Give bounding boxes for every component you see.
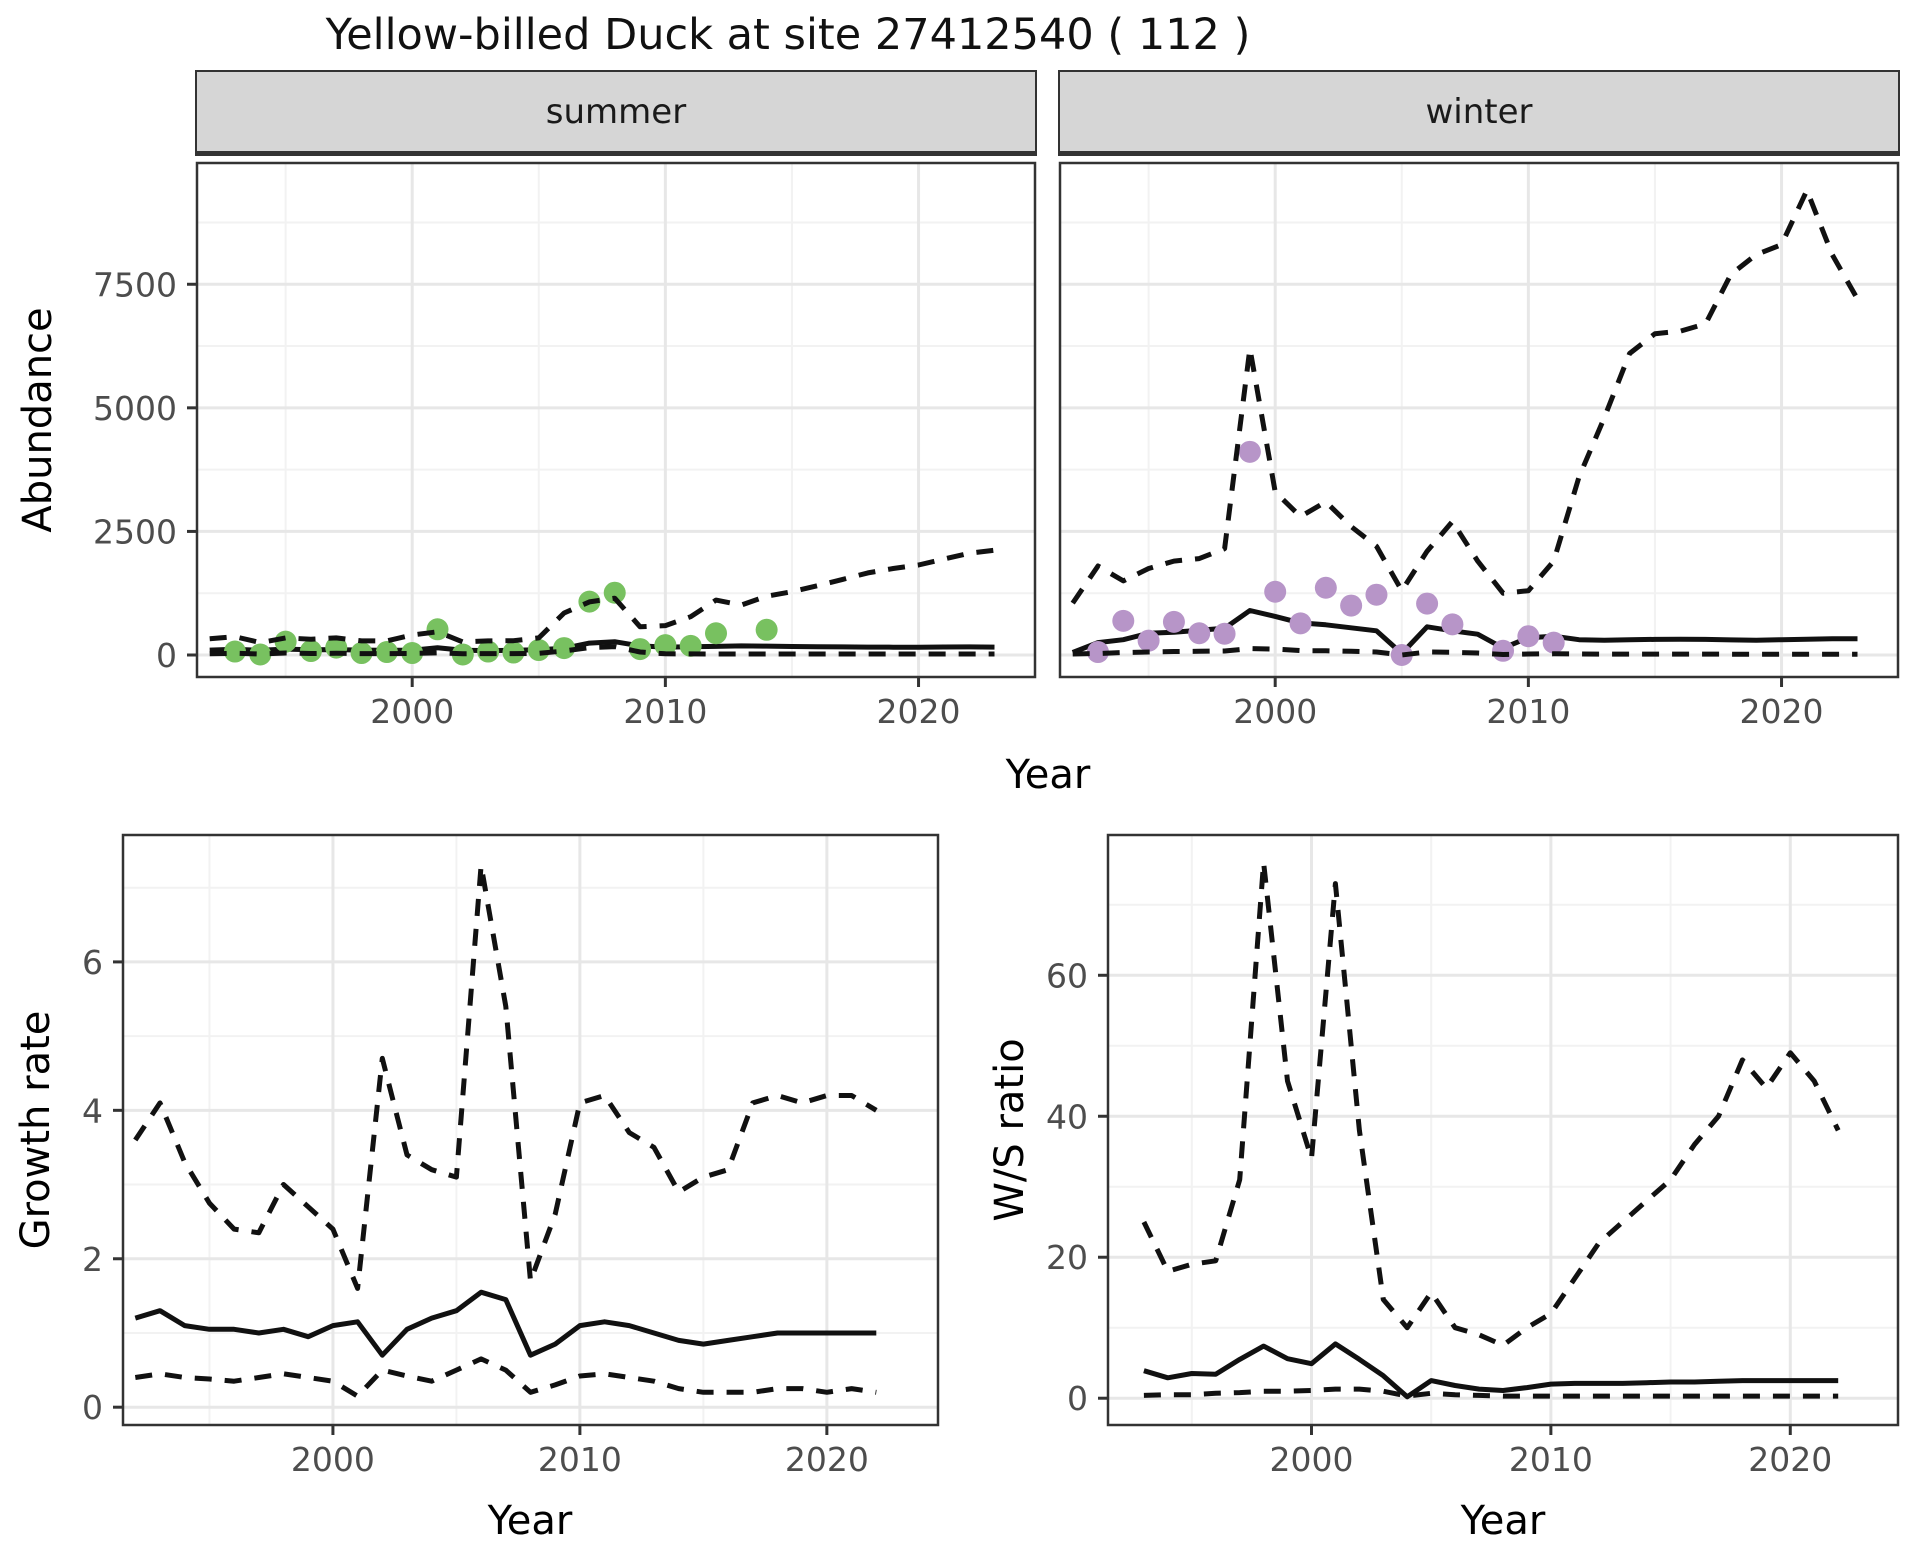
x-axis-title-year-ws: Year [1460,1498,1546,1544]
y-tick-label: 0 [156,636,177,675]
panel-border [195,161,1037,679]
y-axis-title-abundance: Abundance [15,307,61,533]
point-observed-count [375,641,398,664]
x-tick-label: 2010 [1486,692,1570,731]
x-axis-title-year-top: Year [1005,752,1091,798]
panel-border [121,833,940,1427]
point-observed-count [1137,629,1160,652]
y-tick-label: 4 [82,1091,103,1130]
point-observed-count [1314,576,1337,599]
point-observed-count [755,618,778,641]
panel-ws-ratio: 2000 2010 2020 0 20 40 60 [1046,833,1900,1479]
point-observed-count [1086,641,1109,664]
panel-border [1106,833,1900,1427]
y-axis-title-growth-rate: Growth rate [13,1010,59,1250]
line-lower-ci [1072,646,1858,658]
x-tick-label: 2000 [291,1440,375,1479]
point-observed-count [249,643,272,666]
y-tick-label: 6 [82,943,103,982]
point-observed-count [223,640,246,663]
chart-title: Yellow-billed Duck at site 27412540 ( 11… [325,10,1251,60]
facet-strip-label: summer [545,91,687,132]
point-observed-count [1188,622,1211,645]
x-tick-label: 2020 [785,1440,869,1479]
line-lower-ci [209,644,995,657]
point-observed-count [1289,612,1312,635]
y-tick-label: 0 [82,1388,103,1427]
x-tick-label: 2000 [370,692,454,731]
x-tick-label: 2010 [1509,1440,1593,1479]
point-observed-count [1542,631,1565,654]
point-observed-count [1162,610,1185,633]
panel-border [1058,161,1900,679]
line-upper-ci [209,547,995,646]
x-tick-label: 2000 [1269,1440,1353,1479]
point-observed-count [654,634,677,657]
point-observed-count [1238,440,1261,463]
line-upper-ci [1070,187,1860,605]
x-tick-label: 2010 [538,1440,622,1479]
y-tick-label: 60 [1046,956,1088,995]
point-observed-count [1416,592,1439,615]
panel-winter-abundance: 2000 2010 2020 [1058,161,1900,731]
x-axis-title-year-growth: Year [487,1498,573,1544]
x-tick-label: 2000 [1233,692,1317,731]
line-estimate [1143,1341,1839,1400]
x-tick-label: 2020 [1740,692,1824,731]
y-tick-label: 2 [82,1240,103,1279]
point-observed-count [705,622,728,645]
x-tick-label: 2020 [1748,1440,1832,1479]
line-lower-ci [1143,1386,1839,1399]
facet-strip-label: winter [1425,91,1533,132]
point-observed-count [1213,622,1236,645]
y-tick-label: 0 [1067,1379,1088,1418]
point-observed-count [1492,639,1515,662]
point-observed-count [274,630,297,653]
y-tick-label: 5000 [93,389,177,428]
point-observed-count [1340,594,1363,617]
point-observed-count [1441,613,1464,636]
facet-strip-summer: summer [195,70,1037,156]
line-upper-ci [1141,860,1841,1348]
line-estimate [134,1289,877,1358]
y-tick-label: 7500 [93,265,177,304]
point-observed-count [1365,583,1388,606]
point-observed-count [401,642,424,665]
point-observed-count [679,634,702,657]
line-upper-ci [133,862,878,1291]
panel-summer-abundance: 2000 2010 2020 0 2500 5000 7500 [93,161,1037,731]
y-tick-label: 20 [1046,1238,1088,1277]
y-axis-title-ws-ratio: W/S ratio [987,1038,1033,1222]
panel-growth-rate: 2000 2010 2020 0 2 4 6 [82,833,940,1479]
facet-strip-winter: winter [1058,70,1900,156]
x-tick-label: 2010 [623,692,707,731]
y-tick-label: 40 [1046,1097,1088,1136]
point-observed-count [1517,625,1540,648]
x-tick-label: 2020 [877,692,961,731]
point-observed-count [553,637,576,660]
point-observed-count [1112,609,1135,632]
point-observed-count [603,581,626,604]
point-observed-count [1390,644,1413,667]
point-observed-count [527,639,550,662]
point-observed-count [426,618,449,641]
point-observed-count [629,638,652,661]
line-lower-ci [134,1356,877,1399]
y-tick-label: 2500 [93,512,177,551]
point-observed-count [1264,580,1287,603]
